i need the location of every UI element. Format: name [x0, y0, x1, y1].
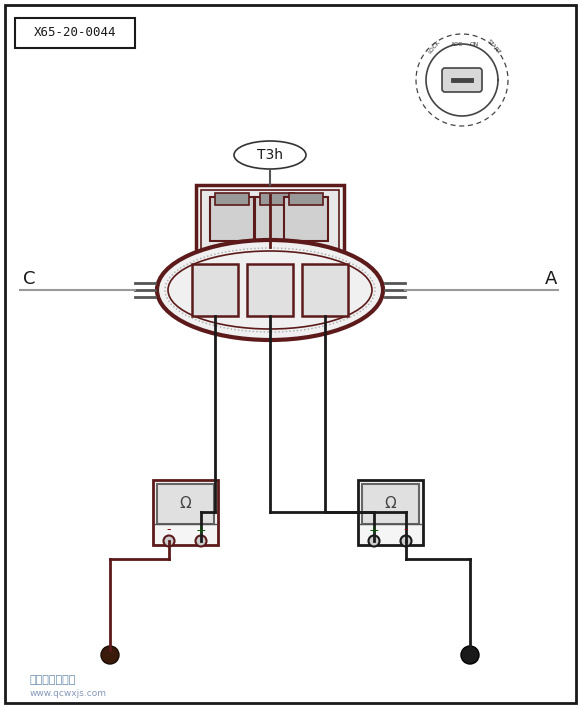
- Text: T3h: T3h: [257, 148, 283, 162]
- Text: +: +: [369, 523, 379, 537]
- Bar: [196, 185, 344, 257]
- Text: ACC: ACC: [451, 42, 463, 47]
- Bar: [215, 193, 249, 205]
- Text: A: A: [544, 270, 557, 288]
- FancyBboxPatch shape: [442, 68, 482, 92]
- Text: -: -: [404, 523, 408, 537]
- Bar: [284, 197, 328, 241]
- Circle shape: [368, 535, 379, 547]
- Bar: [247, 264, 293, 316]
- Circle shape: [400, 535, 411, 547]
- Bar: [289, 193, 323, 205]
- Circle shape: [461, 646, 479, 664]
- Bar: [201, 190, 339, 252]
- Circle shape: [195, 535, 206, 547]
- Ellipse shape: [157, 240, 383, 340]
- Bar: [302, 264, 348, 316]
- Bar: [192, 264, 238, 316]
- Text: Ω: Ω: [384, 496, 396, 511]
- Text: C: C: [23, 270, 35, 288]
- Circle shape: [101, 646, 119, 664]
- Text: www.qcwxjs.com: www.qcwxjs.com: [30, 688, 107, 697]
- Text: 汽车维修技术网: 汽车维修技术网: [30, 675, 76, 685]
- Bar: [358, 480, 423, 545]
- Bar: [362, 484, 419, 524]
- Circle shape: [163, 535, 174, 547]
- Bar: [210, 197, 254, 241]
- Bar: [260, 193, 294, 205]
- Bar: [157, 484, 214, 524]
- Text: START: START: [486, 38, 502, 55]
- Ellipse shape: [234, 141, 306, 169]
- Bar: [15, 18, 135, 48]
- Text: Ω: Ω: [179, 496, 191, 511]
- Text: ON: ON: [469, 42, 479, 47]
- Bar: [153, 480, 218, 545]
- Text: +: +: [196, 523, 206, 537]
- Text: LOCK: LOCK: [427, 40, 441, 55]
- Text: -: -: [167, 523, 171, 537]
- Text: X65-20-0044: X65-20-0044: [34, 26, 116, 40]
- Bar: [255, 197, 299, 241]
